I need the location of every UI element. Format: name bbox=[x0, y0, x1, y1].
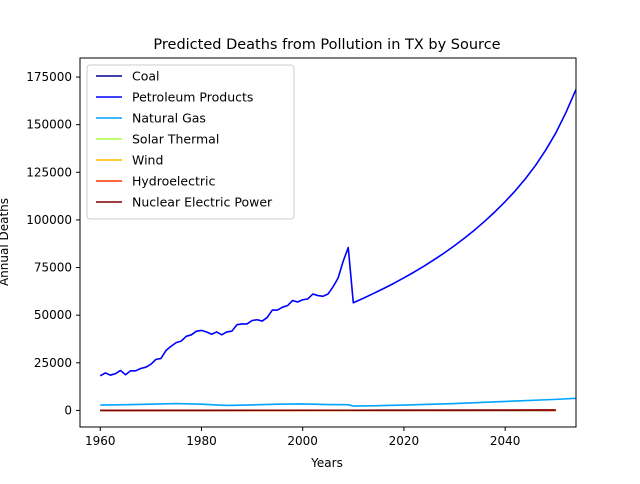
y-tick-label: 150000 bbox=[26, 118, 72, 132]
x-tick-label: 2040 bbox=[490, 434, 521, 448]
x-tick-label: 2000 bbox=[287, 434, 318, 448]
y-tick-label: 0 bbox=[64, 403, 72, 417]
y-tick-label: 125000 bbox=[26, 165, 72, 179]
x-axis-label: Years bbox=[310, 456, 343, 470]
legend: Coal Petroleum Products Natural Gas Solar T… bbox=[87, 65, 294, 219]
legend-label-3: Solar Thermal bbox=[132, 132, 219, 147]
y-axis-label: Annual Deaths bbox=[0, 198, 11, 286]
legend-label-6: Nuclear Electric Power bbox=[132, 195, 273, 210]
chart-title: Predicted Deaths from Pollution in TX by… bbox=[153, 37, 500, 53]
legend-label-5: Hydroelectric bbox=[132, 174, 215, 189]
y-tick-label: 25000 bbox=[34, 356, 72, 370]
y-tick-label: 100000 bbox=[26, 213, 72, 227]
x-tick-label: 1960 bbox=[85, 434, 116, 448]
x-tick-label: 1980 bbox=[186, 434, 217, 448]
y-tick-label: 50000 bbox=[34, 308, 72, 322]
legend-label-4: Wind bbox=[132, 153, 163, 168]
legend-label-2: Natural Gas bbox=[132, 111, 206, 126]
x-tick-label: 2020 bbox=[389, 434, 420, 448]
legend-label-1: Petroleum Products bbox=[132, 90, 253, 105]
y-tick-label: 75000 bbox=[34, 261, 72, 275]
legend-label-0: Coal bbox=[132, 69, 160, 84]
y-tick-label: 175000 bbox=[26, 70, 72, 84]
